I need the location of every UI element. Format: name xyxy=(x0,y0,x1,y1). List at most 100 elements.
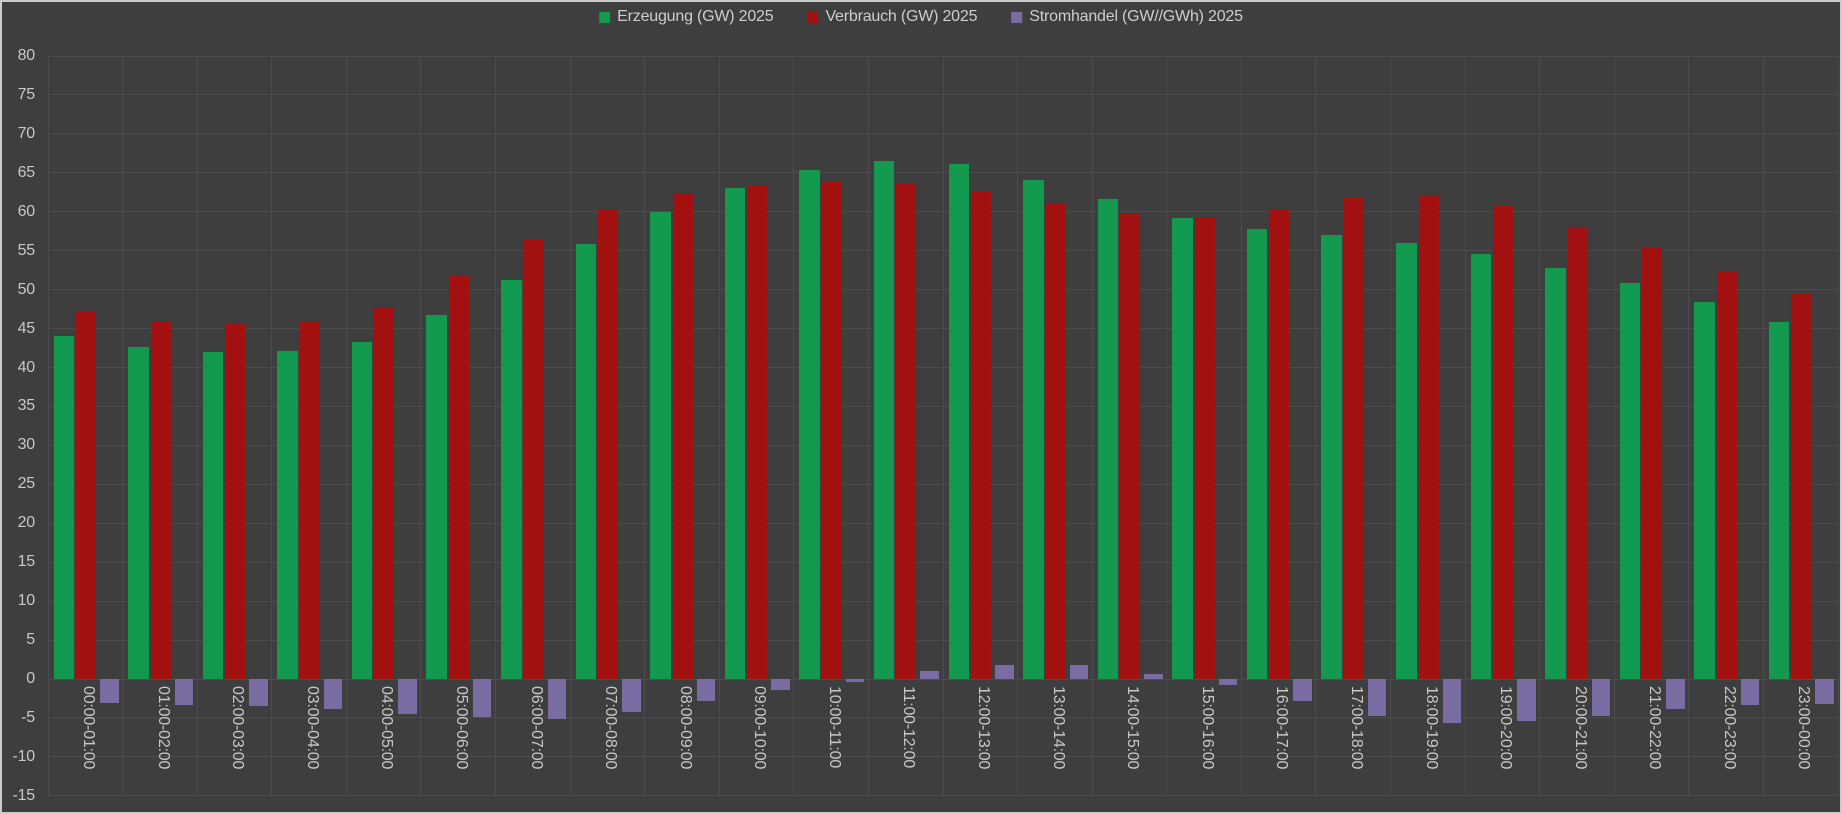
x-axis-tick-label: 22:00-23:00 xyxy=(1720,686,1738,770)
x-gridline xyxy=(122,56,124,796)
x-gridline xyxy=(569,56,571,796)
bar-stromhandel xyxy=(1218,679,1238,686)
x-gridline xyxy=(495,56,496,796)
bar-stromhandel xyxy=(771,679,790,690)
legend-item-stromhandel[interactable]: Stromhandel (GW//GWh) 2025 xyxy=(1011,8,1243,26)
x-axis-tick-label: 02:00-03:00 xyxy=(229,686,247,770)
bar-stromhandel xyxy=(1591,679,1611,717)
x-axis-tick-label: 17:00-18:00 xyxy=(1347,686,1365,770)
bar-erzeugung xyxy=(128,347,149,679)
y-axis-tick-label: 25 xyxy=(17,475,36,493)
y-axis-tick-label: 80 xyxy=(17,47,36,64)
bar-stromhandel xyxy=(100,679,119,704)
bar-erzeugung xyxy=(1545,267,1566,679)
bar-erzeugung xyxy=(948,164,969,679)
y-axis-tick-label: 10 xyxy=(17,592,36,610)
y-axis-tick-label: 20 xyxy=(17,514,36,532)
x-gridline xyxy=(1017,56,1019,796)
bar-erzeugung xyxy=(1396,242,1417,679)
x-gridline xyxy=(271,56,273,796)
x-axis-tick-label: 19:00-20:00 xyxy=(1497,686,1515,770)
y-axis-tick-label: 60 xyxy=(17,202,36,220)
y-axis-tick-label: 50 xyxy=(17,280,36,298)
bar-erzeugung xyxy=(873,161,895,679)
bar-erzeugung xyxy=(426,315,447,679)
bar-verbrauch xyxy=(1194,217,1215,679)
y-axis-tick-label: 70 xyxy=(17,124,36,142)
x-axis-tick-label: 13:00-14:00 xyxy=(1049,686,1067,770)
bar-verbrauch xyxy=(150,321,171,679)
bar-verbrauch xyxy=(448,275,469,679)
bar-verbrauch xyxy=(1567,226,1588,679)
x-gridline xyxy=(1837,56,1839,796)
bar-erzeugung xyxy=(202,351,224,679)
bar-verbrauch xyxy=(1120,213,1141,679)
x-axis-tick-label: 00:00-01:00 xyxy=(80,686,97,770)
x-axis-tick-label: 23:00-00:00 xyxy=(1795,686,1813,770)
x-gridline xyxy=(793,56,795,796)
x-axis-tick-label: 05:00-06:00 xyxy=(452,686,470,770)
bar-erzeugung xyxy=(575,244,597,679)
bar-erzeugung xyxy=(1768,321,1790,679)
bar-verbrauch xyxy=(598,209,619,679)
y-axis-tick-label: 0 xyxy=(26,670,35,687)
legend-item-verbrauch[interactable]: Verbrauch (GW) 2025 xyxy=(807,8,977,26)
bar-verbrauch xyxy=(1418,194,1439,679)
bar-verbrauch xyxy=(523,239,544,679)
bar-stromhandel xyxy=(995,664,1014,679)
bar-stromhandel xyxy=(472,679,492,718)
bar-stromhandel xyxy=(174,679,194,705)
bar-erzeugung xyxy=(351,341,373,679)
x-axis-tick-label: 04:00-05:00 xyxy=(378,686,396,770)
x-axis-tick-label: 20:00-21:00 xyxy=(1571,686,1589,770)
y-axis-tick-label: -15 xyxy=(12,786,35,804)
bar-stromhandel xyxy=(1442,679,1461,723)
bar-erzeugung xyxy=(650,211,671,679)
y-axis-tick-label: 55 xyxy=(17,241,36,259)
bar-verbrauch xyxy=(374,306,395,679)
chart-legend: Erzeugung (GW) 2025 Verbrauch (GW) 2025 St… xyxy=(599,8,1243,26)
x-gridline xyxy=(718,56,720,796)
x-gridline xyxy=(1613,56,1615,796)
legend-item-erzeugung[interactable]: Erzeugung (GW) 2025 xyxy=(599,8,774,26)
bar-stromhandel xyxy=(920,671,939,679)
bar-stromhandel xyxy=(1069,664,1089,679)
x-gridline xyxy=(867,56,869,796)
y-axis-tick-label: 75 xyxy=(17,85,36,103)
bar-verbrauch xyxy=(971,192,991,679)
legend-color-swatch xyxy=(807,11,819,23)
x-axis-tick-label: 15:00-16:00 xyxy=(1198,686,1216,770)
bar-stromhandel xyxy=(845,679,865,683)
bar-verbrauch xyxy=(896,183,917,679)
x-gridline xyxy=(345,56,347,796)
bar-stromhandel xyxy=(1517,679,1536,722)
bar-verbrauch xyxy=(1716,270,1737,679)
x-gridline xyxy=(196,56,198,796)
legend-color-swatch xyxy=(599,11,611,23)
bar-stromhandel xyxy=(1367,679,1387,716)
x-axis-tick-label: 14:00-15:00 xyxy=(1124,686,1142,770)
bar-stromhandel xyxy=(1293,679,1312,701)
x-axis-tick-label: 16:00-17:00 xyxy=(1273,686,1291,770)
bar-verbrauch xyxy=(821,182,842,679)
bar-stromhandel xyxy=(622,679,641,713)
bar-erzeugung xyxy=(1321,235,1342,679)
bar-stromhandel xyxy=(323,679,343,710)
x-gridline xyxy=(1091,56,1093,796)
x-gridline xyxy=(644,56,646,796)
y-axis-tick-label: 35 xyxy=(17,397,36,415)
bar-erzeugung xyxy=(501,280,522,679)
bar-verbrauch xyxy=(747,185,768,679)
bar-erzeugung xyxy=(1172,217,1193,679)
x-axis-tick-label: 03:00-04:00 xyxy=(303,686,321,770)
bar-stromhandel xyxy=(1144,673,1163,679)
x-axis-tick-label: 21:00-22:00 xyxy=(1646,686,1664,770)
bar-stromhandel xyxy=(1740,679,1760,706)
legend-item-label: Stromhandel (GW//GWh) 2025 xyxy=(1029,8,1243,25)
y-axis-tick-label: 30 xyxy=(17,436,36,454)
y-axis-tick-label: -10 xyxy=(12,747,35,765)
bar-verbrauch xyxy=(1343,197,1364,679)
legend-color-swatch xyxy=(1011,11,1023,23)
x-axis-tick-label: 08:00-09:00 xyxy=(676,686,694,770)
